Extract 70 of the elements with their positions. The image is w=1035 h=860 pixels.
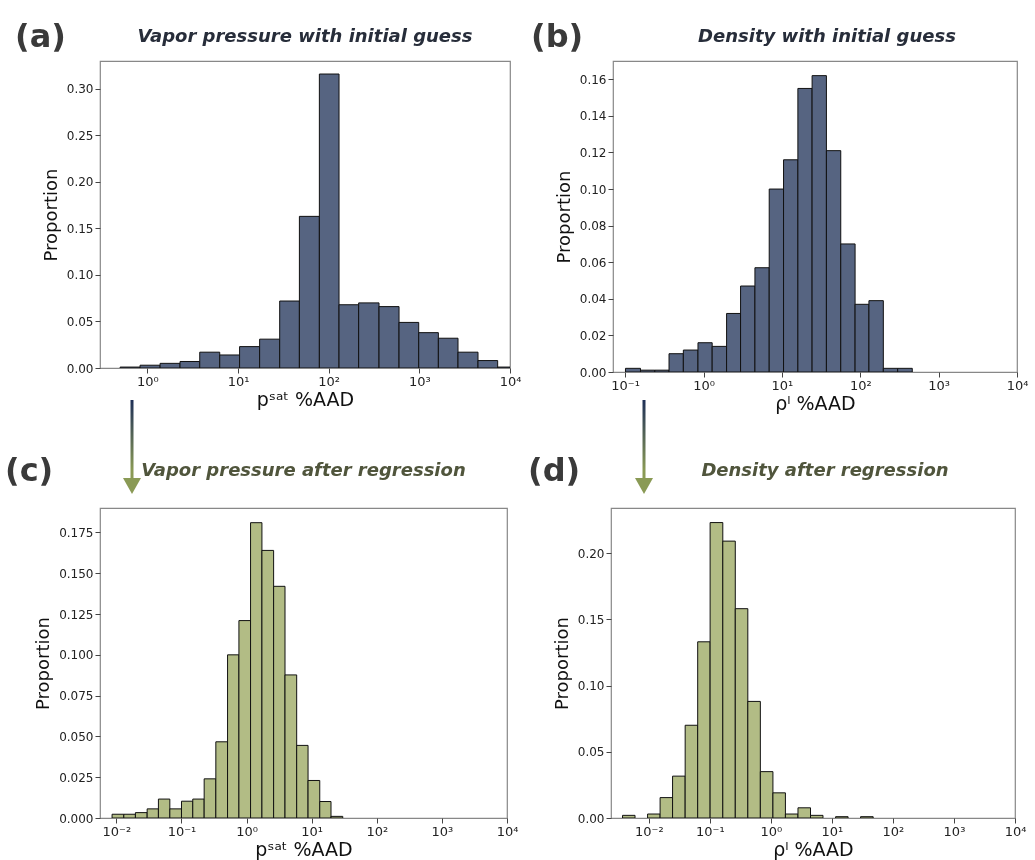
- x-tick-label: 10⁻¹: [167, 823, 197, 839]
- x-tick-label: 10³: [408, 373, 431, 389]
- x-tick-label: 10¹: [301, 823, 324, 839]
- y-tick-label: 0.30: [66, 82, 94, 97]
- y-tick-label: 0.05: [577, 745, 605, 760]
- y-tick-label: 0.16: [579, 72, 607, 87]
- y-tick-label: 0.025: [59, 770, 94, 785]
- text: (d): [528, 451, 581, 489]
- x-tick-label: 10⁴: [499, 373, 522, 389]
- y-tick-label: 0.075: [59, 689, 94, 704]
- chart-title: Density with initial guess: [698, 25, 957, 46]
- x-tick-label: 10⁴: [1006, 377, 1029, 393]
- x-tick-label: 10⁰: [693, 377, 715, 393]
- y-tick-label: 0.04: [579, 292, 607, 307]
- x-axis-title: pˢᵃᵗ %AAD: [255, 837, 353, 860]
- y-tick-label: 0.20: [66, 175, 94, 190]
- text: (b): [531, 17, 584, 55]
- x-tick-label: 10²: [849, 377, 872, 393]
- y-axis-title: Proportion: [550, 617, 572, 710]
- y-tick-label: 0.000: [59, 811, 94, 826]
- text: (a): [15, 17, 66, 55]
- y-axis-title: Proportion: [32, 617, 54, 710]
- y-tick-label: 0.20: [577, 546, 605, 561]
- y-axis-title: Proportion: [552, 170, 574, 264]
- chart-title: Density after regression: [701, 459, 949, 480]
- y-axis-title: Proportion: [39, 168, 61, 262]
- x-tick-label: 10⁻¹: [696, 823, 725, 839]
- x-tick-label: 10⁻²: [102, 823, 132, 839]
- y-tick-label: 0.12: [579, 145, 607, 160]
- x-tick-label: 10⁴: [1004, 823, 1027, 839]
- x-axis-title: ρˡ %AAD: [775, 391, 856, 414]
- y-tick-label: 0.050: [59, 729, 94, 744]
- x-tick-label: 10⁰: [137, 373, 159, 389]
- y-tick-label: 0.00: [579, 365, 607, 380]
- y-tick-label: 0.100: [59, 648, 94, 663]
- chart-title: Vapor pressure with initial guess: [137, 25, 473, 46]
- y-tick-label: 0.125: [59, 607, 94, 622]
- x-tick-label: 10¹: [771, 377, 794, 393]
- y-tick-label: 0.08: [579, 219, 607, 234]
- x-tick-label: 10³: [431, 823, 454, 839]
- y-tick-label: 0.14: [579, 109, 607, 124]
- x-tick-label: 10¹: [821, 823, 844, 839]
- y-tick-label: 0.02: [579, 328, 607, 343]
- x-tick-label: 10³: [928, 377, 951, 393]
- x-axis-title: pˢᵃᵗ %AAD: [256, 387, 355, 410]
- y-tick-label: 0.150: [59, 566, 94, 581]
- chart-title: Vapor pressure after regression: [141, 459, 466, 480]
- x-tick-label: 10⁻¹: [611, 377, 640, 393]
- y-tick-label: 0.10: [577, 679, 605, 694]
- y-tick-label: 0.25: [66, 128, 94, 143]
- y-tick-label: 0.175: [59, 525, 94, 540]
- y-tick-label: 0.00: [66, 361, 94, 376]
- y-tick-label: 0.10: [579, 182, 607, 197]
- x-tick-label: 10³: [943, 823, 966, 839]
- x-tick-label: 10¹: [227, 373, 250, 389]
- x-tick-label: 10²: [366, 823, 389, 839]
- text: (c): [5, 451, 54, 489]
- x-tick-label: 10⁴: [496, 823, 519, 839]
- x-tick-label: 10⁰: [760, 823, 783, 839]
- x-axis-title: ρˡ %AAD: [773, 837, 854, 860]
- y-tick-label: 0.15: [66, 221, 94, 236]
- y-tick-label: 0.15: [577, 612, 605, 627]
- x-tick-label: 10²: [318, 373, 341, 389]
- x-tick-label: 10⁰: [236, 823, 258, 839]
- y-tick-label: 0.10: [66, 268, 94, 283]
- x-tick-label: 10²: [882, 823, 905, 839]
- y-tick-label: 0.00: [577, 811, 605, 826]
- y-tick-label: 0.05: [66, 314, 94, 329]
- y-tick-label: 0.06: [579, 255, 607, 270]
- x-tick-label: 10⁻²: [635, 823, 664, 839]
